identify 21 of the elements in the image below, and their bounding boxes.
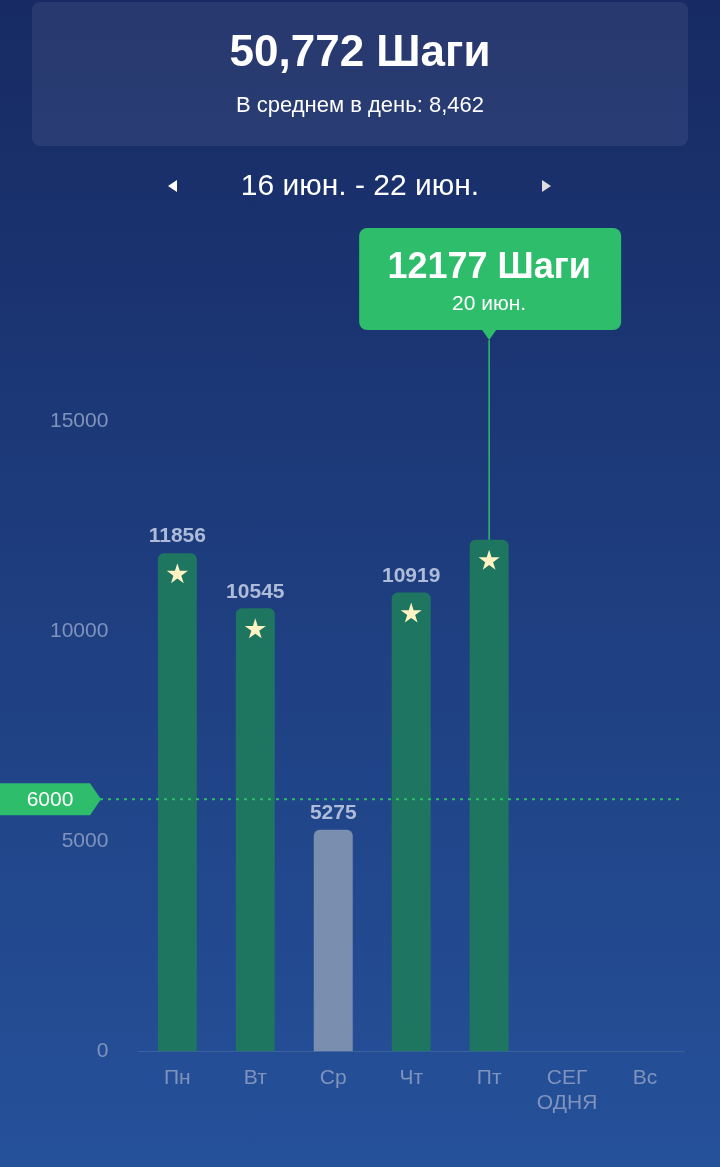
chart-title: 50,772 Шаги	[228, 26, 492, 76]
data-label: 11856	[148, 523, 206, 547]
y-tick-label: 0	[96, 1038, 109, 1062]
data-label: 5275	[309, 800, 357, 824]
y-tick-label: 15000	[49, 407, 109, 431]
x-tick-label: Вт	[243, 1065, 268, 1088]
x-tick-label: Чт	[399, 1065, 424, 1088]
x-tick-label: Ср	[319, 1065, 347, 1088]
text: 20 июн.	[452, 291, 527, 314]
text: 16 июн. - 22 июн.	[240, 168, 480, 201]
data-label: 10919	[381, 562, 441, 586]
y-tick-label: 5000	[61, 828, 109, 852]
y-tick-label: 10000	[49, 618, 109, 641]
x-tick-label: Пн	[164, 1065, 191, 1088]
text: 12177 Шаги	[387, 245, 591, 286]
data-label: 10545	[226, 578, 285, 602]
x-tick-label: Пт	[476, 1065, 502, 1088]
x-tick-label: СЕГ ОДНЯ	[536, 1065, 598, 1114]
chart-subtitle: В среднем в день: 8,462	[235, 92, 485, 118]
x-tick-label: Вс	[632, 1065, 658, 1088]
ref-line-label: 6000	[26, 787, 74, 811]
